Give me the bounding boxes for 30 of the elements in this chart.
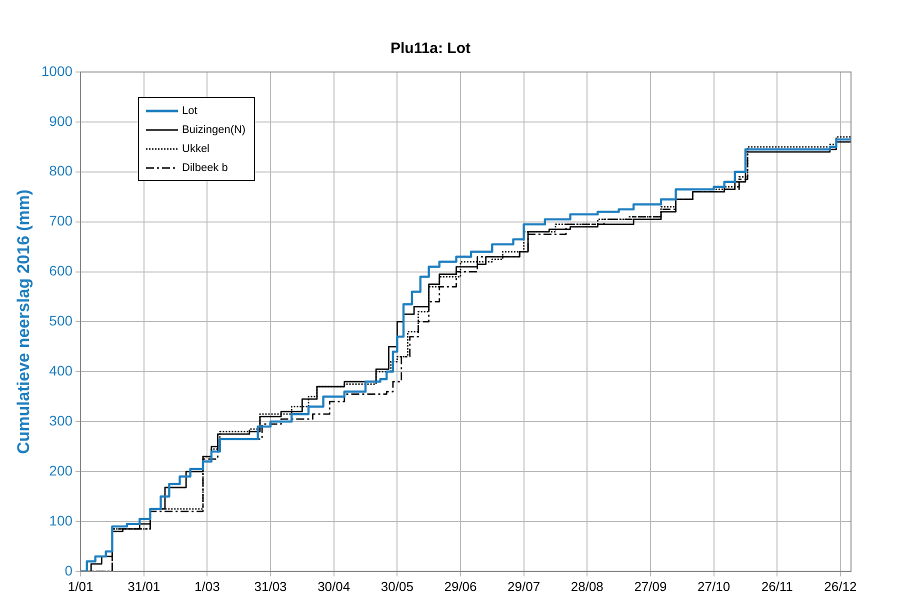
y-tick-label: 700 [49,212,73,229]
y-axis-title: Cumulatieve neerslag 2016 (mm) [14,189,33,454]
y-tick-label: 600 [49,262,73,279]
y-tick-label: 500 [49,312,73,329]
legend-label: Dilbeek b [182,162,228,174]
y-tick-label: 300 [49,412,73,428]
legend-label: Buizingen(N) [182,124,246,136]
x-tick-label: 31/03 [254,578,287,594]
y-tick-label: 200 [49,462,73,478]
x-tick-label: 27/09 [634,578,667,594]
legend-label: Lot [182,104,198,116]
x-tick-label: 26/11 [761,578,793,594]
y-tick-label: 0 [64,562,73,578]
x-tick-label: 27/10 [698,578,730,594]
chart-title: Plu11a: Lot [390,40,471,58]
x-tick-label: 26/12 [824,578,857,594]
x-tick-label: 30/05 [380,578,414,594]
x-tick-label: 29/07 [508,578,540,594]
x-tick-label: 1/03 [194,578,220,594]
y-tick-label: 800 [49,162,73,179]
y-tick-label: 100 [49,512,73,528]
y-tick-label: 400 [49,362,73,378]
x-tick-label: 31/01 [128,578,160,594]
legend-label: Ukkel [182,142,210,154]
y-tick-label: 900 [49,112,73,129]
x-tick-label: 30/04 [318,578,350,594]
x-tick-label: 1/01 [68,578,94,594]
x-tick-label: 29/06 [444,578,477,594]
x-tick-label: 28/08 [570,578,604,594]
y-tick-label: 1000 [41,62,73,79]
